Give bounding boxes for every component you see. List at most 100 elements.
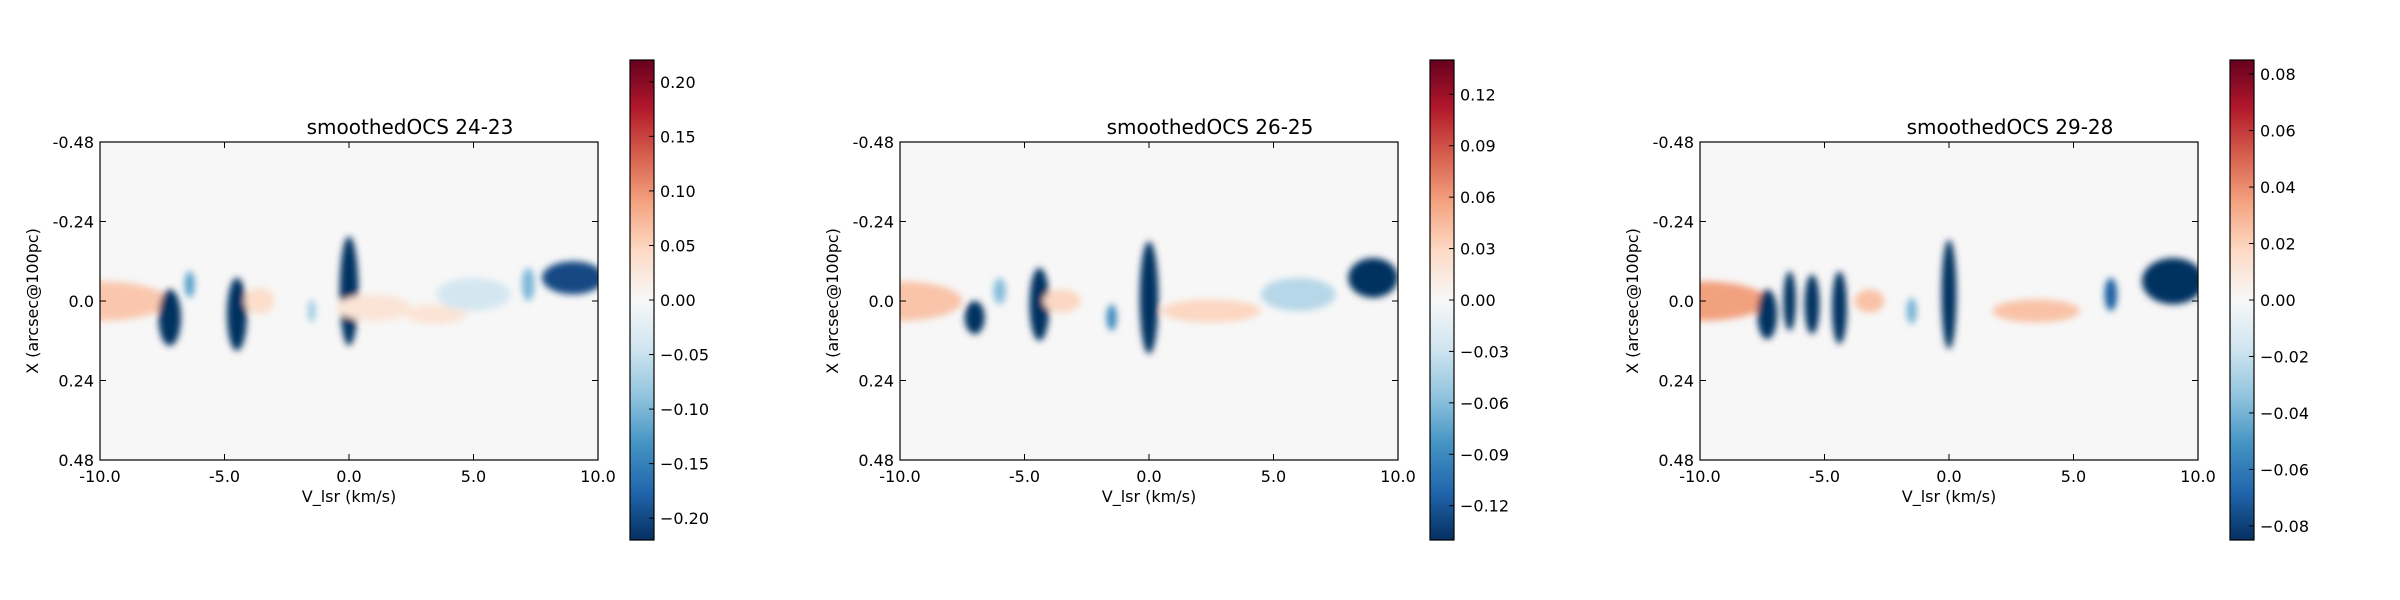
colorbar-tick-label: 0.04 xyxy=(2260,178,2296,197)
colorbar-tick-label: 0.08 xyxy=(2260,65,2296,84)
heatmap-feature xyxy=(1783,271,1796,331)
y-tick-label: 0.24 xyxy=(58,372,94,391)
x-tick-label: 10.0 xyxy=(2180,467,2216,486)
colorbar-tick-label: 0.12 xyxy=(1460,85,1496,104)
heatmap-feature xyxy=(1029,267,1050,341)
heatmap-feature xyxy=(1161,299,1262,323)
y-tick-label: 0.0 xyxy=(69,292,94,311)
colorbar-tick-label: 0.03 xyxy=(1460,240,1496,259)
colorbar-tick-label: −0.06 xyxy=(2260,460,2309,479)
chart-panel: smoothedOCS 26-25 -10.0 -5.0 0.0 5.0 10.0 -0.… xyxy=(800,0,1600,600)
colorbar-tick-label: −0.03 xyxy=(1460,342,1509,361)
colorbar-tick-label: −0.09 xyxy=(1460,445,1509,464)
heatmap-feature xyxy=(541,261,598,295)
chart-title: smoothedOCS 24-23 xyxy=(306,115,514,139)
x-tick-label: 0.0 xyxy=(1136,467,1161,486)
heatmap-feature xyxy=(1139,241,1159,354)
colorbar-tick-label: 0.00 xyxy=(2260,291,2296,310)
heatmap-feature xyxy=(405,304,468,325)
heatmap-feature xyxy=(993,277,1006,305)
heatmap-feature xyxy=(522,267,535,301)
heatmap-feature xyxy=(2141,257,2198,305)
heatmap-feature xyxy=(100,281,169,321)
y-axis-label: X (arcsec@100pc) xyxy=(1623,228,1642,374)
colorbar-tick-label: −0.10 xyxy=(660,400,709,419)
chart-title: smoothedOCS 29-28 xyxy=(1906,115,2114,139)
heatmap-feature xyxy=(1261,277,1336,311)
colorbar-tick-label: −0.20 xyxy=(660,509,709,528)
colorbar-tick-label: 0.06 xyxy=(1460,188,1496,207)
chart-svg: -10.0 -5.0 0.0 5.0 10.0 -0.48 -0.24 0.0 0.24 0.48… xyxy=(23,59,709,541)
heatmap-feature xyxy=(1700,281,1769,321)
y-tick-label: 0.24 xyxy=(858,372,894,391)
colorbar-tick-label: 0.09 xyxy=(1460,137,1496,156)
x-axis-label: V_lsr (km/s) xyxy=(1102,487,1196,507)
colorbar-tick-label: 0.06 xyxy=(2260,122,2296,141)
heatmap-feature xyxy=(1906,297,1917,325)
colorbar-tick-label: 0.05 xyxy=(660,236,696,255)
x-tick-label: 5.0 xyxy=(2061,467,2086,486)
y-tick-label: 0.0 xyxy=(1669,292,1694,311)
chart-panel: smoothedOCS 24-23 -10.0 -5.0 0.0 5.0 10.0 -0.… xyxy=(0,0,800,600)
heatmap-feature xyxy=(158,289,181,346)
chart-panel: smoothedOCS 29-28 -10.0 -5.0 0.0 5.0 10.0 -0.… xyxy=(1600,0,2400,600)
x-tick-label: 5.0 xyxy=(1261,467,1286,486)
colorbar-tick-label: −0.04 xyxy=(2260,404,2309,423)
colorbar-tick-label: 0.02 xyxy=(2260,235,2296,254)
heatmap-feature xyxy=(964,301,985,335)
colorbar-tick-label: −0.02 xyxy=(2260,347,2309,366)
y-axis-label: X (arcsec@100pc) xyxy=(23,228,42,374)
x-tick-label: -10.0 xyxy=(879,467,920,486)
heatmap-feature xyxy=(1106,304,1117,331)
heatmap-feature xyxy=(244,287,275,315)
colorbar-tick-label: 0.15 xyxy=(660,127,696,146)
heatmap-feature xyxy=(2104,277,2118,311)
colorbar-tick-label: −0.12 xyxy=(1460,497,1509,516)
x-tick-label: -5.0 xyxy=(1809,467,1840,486)
chart-svg: -10.0 -5.0 0.0 5.0 10.0 -0.48 -0.24 0.0 0.24 0.48… xyxy=(1623,59,2309,541)
x-tick-label: 10.0 xyxy=(580,467,616,486)
chart-title: smoothedOCS 26-25 xyxy=(1106,115,1314,139)
x-tick-label: -10.0 xyxy=(1679,467,1720,486)
x-tick-label: 0.0 xyxy=(1936,467,1961,486)
heatmap-feature xyxy=(336,294,412,321)
x-tick-label: -5.0 xyxy=(1009,467,1040,486)
y-tick-label: -0.48 xyxy=(1653,133,1694,152)
y-tick-label: -0.48 xyxy=(853,133,894,152)
heatmap-feature xyxy=(900,281,963,321)
x-tick-label: 5.0 xyxy=(461,467,486,486)
heatmap-feature xyxy=(307,299,316,323)
x-tick-label: 0.0 xyxy=(336,467,361,486)
heatmap-feature xyxy=(1992,299,2080,323)
heatmap-feature xyxy=(339,236,359,346)
heatmap-feature xyxy=(1854,289,1885,313)
y-axis-label: X (arcsec@100pc) xyxy=(823,228,842,374)
y-tick-label: 0.48 xyxy=(1658,451,1694,470)
heatmap-feature xyxy=(1043,289,1081,313)
colorbar-tick-label: 0.10 xyxy=(660,182,696,201)
x-axis-label: V_lsr (km/s) xyxy=(1902,487,1996,507)
colorbar-tick-label: −0.15 xyxy=(660,455,709,474)
heatmap-feature xyxy=(184,271,195,298)
chart-svg: -10.0 -5.0 0.0 5.0 10.0 -0.48 -0.24 0.0 0.24 0.48… xyxy=(823,59,1509,541)
heatmap-feature xyxy=(226,277,247,351)
heatmap-feature xyxy=(436,277,511,311)
y-tick-label: -0.24 xyxy=(1653,213,1694,232)
y-tick-label: 0.48 xyxy=(58,451,94,470)
colorbar-tick-label: −0.06 xyxy=(1460,394,1509,413)
colorbar-tick-label: 0.00 xyxy=(1460,291,1496,310)
y-tick-label: -0.24 xyxy=(53,213,94,232)
heatmap-feature xyxy=(1941,239,1957,350)
colorbar-tick-label: 0.00 xyxy=(660,291,696,310)
x-tick-label: 10.0 xyxy=(1380,467,1416,486)
y-tick-label: -0.24 xyxy=(853,213,894,232)
y-tick-label: 0.0 xyxy=(869,292,894,311)
colorbar-tick-label: −0.05 xyxy=(660,346,709,365)
x-tick-label: -10.0 xyxy=(79,467,120,486)
heatmap-feature xyxy=(1348,257,1398,298)
y-tick-label: 0.24 xyxy=(1658,372,1694,391)
colorbar-tick-label: −0.08 xyxy=(2260,517,2309,536)
y-tick-label: -0.48 xyxy=(53,133,94,152)
x-tick-label: -5.0 xyxy=(209,467,240,486)
colorbar-tick-label: 0.20 xyxy=(660,73,696,92)
